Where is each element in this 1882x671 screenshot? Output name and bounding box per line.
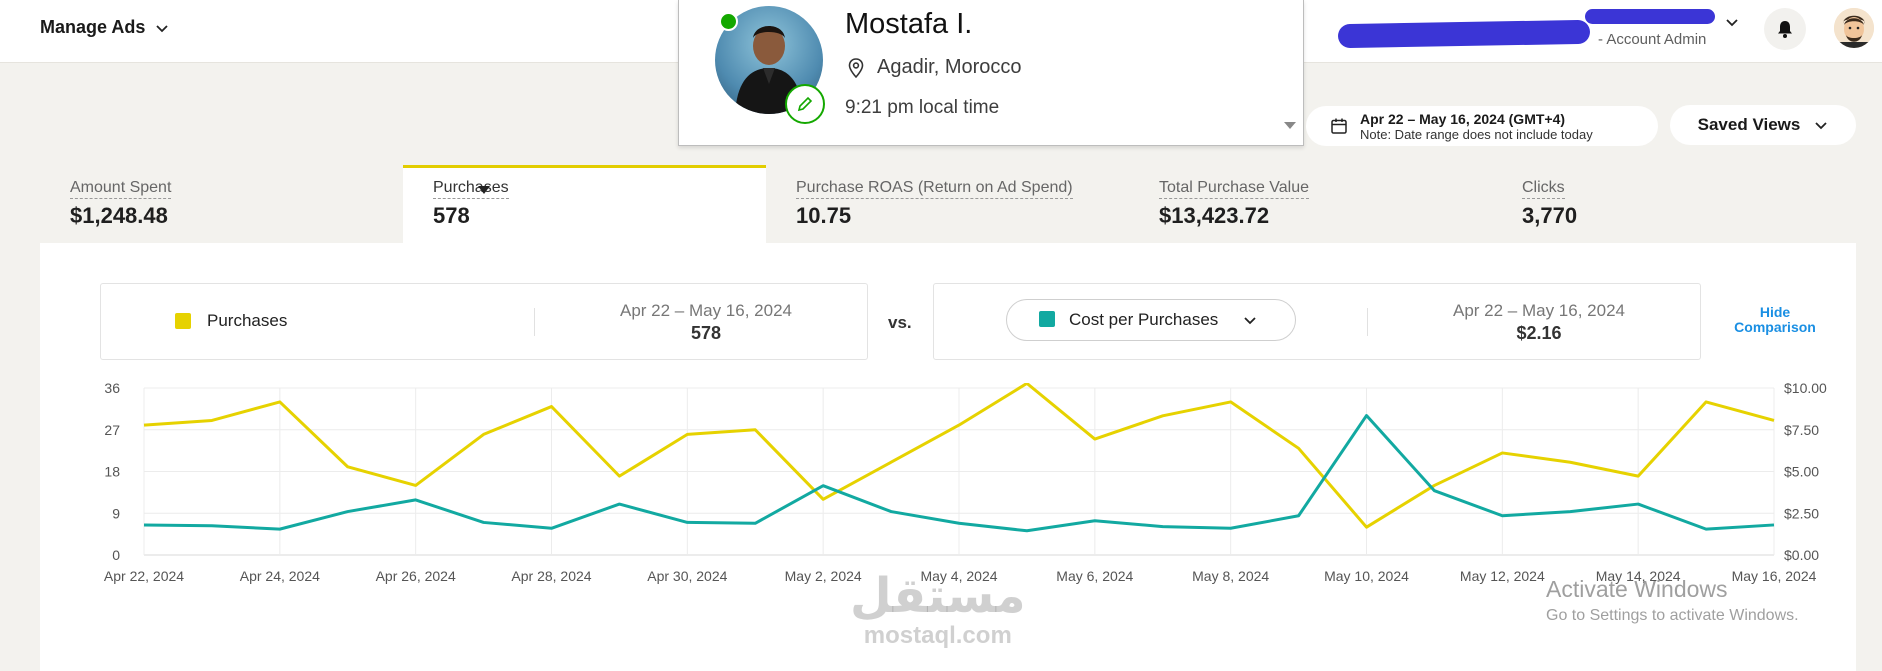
saved-views-button[interactable]: Saved Views xyxy=(1670,105,1856,145)
x-tick-label: Apr 24, 2024 xyxy=(240,568,320,584)
profile-location: Agadir, Morocco xyxy=(845,56,1022,79)
edit-profile-button[interactable] xyxy=(785,84,825,124)
activate-subtitle: Go to Settings to activate Windows. xyxy=(1546,607,1799,624)
metric-tab-total-purchase-value[interactable]: Total Purchase Value $13,423.72 xyxy=(1129,165,1492,243)
divider xyxy=(1367,308,1368,336)
comparison-primary-value: 578 xyxy=(690,323,722,343)
metric-label: Purchase ROAS (Return on Ad Spend) xyxy=(796,179,1073,199)
metric-value: $1,248.48 xyxy=(70,203,168,228)
watermark-arabic: مستقل xyxy=(850,568,1026,624)
metric-tab-amount-spent[interactable]: Amount Spent $1,248.48 xyxy=(40,165,403,243)
purchases-line-chart: 0 $0.00 9 $2.50 18 $5.00 27 $7.50 36 $10.00 Apr 22… xyxy=(104,383,1827,584)
comparison-secondary-value: $2.16 xyxy=(1516,323,1562,343)
avatar-face-icon xyxy=(1834,8,1874,48)
metric-tabs: Amount Spent $1,248.48 Purchases 578 Pur… xyxy=(40,165,1856,243)
comparison-primary-date: Apr 22 – May 16, 2024 xyxy=(619,301,792,320)
caret-down-icon[interactable] xyxy=(478,185,490,195)
manage-ads-label: Manage Ads xyxy=(40,17,146,37)
profile-local-time: 9:21 pm local time xyxy=(845,97,1000,118)
comparison-primary-metric: Purchases xyxy=(207,311,288,330)
profile-location-text: Agadir, Morocco xyxy=(877,56,1022,78)
x-tick-label: Apr 30, 2024 xyxy=(647,568,727,584)
y-left-tick-label: 0 xyxy=(112,547,120,563)
online-status-dot xyxy=(719,12,738,31)
metric-value: $13,423.72 xyxy=(1159,203,1270,228)
y-left-tick-label: 36 xyxy=(104,383,120,396)
metric-tab-purchase-roas[interactable]: Purchase ROAS (Return on Ad Spend) 10.75 xyxy=(766,165,1129,243)
manage-ads-menu[interactable]: Manage Ads xyxy=(40,17,169,38)
x-tick-label: Apr 28, 2024 xyxy=(511,568,591,584)
y-left-tick-label: 27 xyxy=(104,422,120,438)
y-left-tick-label: 18 xyxy=(104,464,120,480)
profile-name: Mostafa I. xyxy=(845,8,973,40)
y-right-tick-label: $7.50 xyxy=(1784,422,1819,438)
metric-label: Purchases xyxy=(433,179,509,199)
y-right-tick-label: $2.50 xyxy=(1784,505,1819,521)
comparison-primary: Purchases Apr 22 – May 16, 2024 578 xyxy=(100,283,868,360)
x-tick-label: May 8, 2024 xyxy=(1192,568,1269,584)
pencil-icon xyxy=(797,96,813,112)
x-tick-label: May 10, 2024 xyxy=(1324,568,1409,584)
metric-value: 578 xyxy=(433,203,470,228)
y-right-tick-label: $0.00 xyxy=(1784,547,1819,563)
comparison-secondary-metric: Cost per Purchases xyxy=(1069,310,1219,329)
x-tick-label: May 12, 2024 xyxy=(1460,568,1545,584)
comparison-secondary: Cost per Purchases Apr 22 – May 16, 2024… xyxy=(933,283,1701,360)
date-range-note: Note: Date range does not include today xyxy=(1360,127,1593,142)
account-chevron-down-icon[interactable] xyxy=(1725,15,1739,29)
x-tick-label: Apr 22, 2024 xyxy=(104,568,184,584)
freelancer-profile-card: Mostafa I. Agadir, Morocco 9:21 pm local… xyxy=(678,0,1304,146)
metric-label: Clicks xyxy=(1522,179,1565,199)
x-tick-label: May 14, 2024 xyxy=(1596,568,1681,584)
chart-panel: Purchases Apr 22 – May 16, 2024 578 vs. … xyxy=(40,243,1856,671)
x-tick-label: May 16, 2024 xyxy=(1732,568,1817,584)
metric-value: 10.75 xyxy=(796,203,852,228)
vs-label: vs. xyxy=(888,313,912,332)
calendar-icon xyxy=(1331,118,1347,134)
notifications-button[interactable] xyxy=(1764,8,1806,50)
watermark-latin: mostaql.com xyxy=(863,622,1012,649)
comparison-metric-select[interactable]: Cost per Purchases xyxy=(1006,299,1296,341)
purchases-swatch xyxy=(175,313,191,329)
date-range-picker[interactable]: Apr 22 – May 16, 2024 (GMT+4) Note: Date… xyxy=(1306,106,1658,146)
activate-windows-notice: Activate Windows Go to Settings to activ… xyxy=(1546,576,1799,625)
chevron-down-icon xyxy=(156,24,168,32)
chevron-down-icon xyxy=(1815,122,1827,130)
divider xyxy=(534,308,535,336)
cost-per-purchases-swatch xyxy=(1039,311,1055,327)
date-range-label: Apr 22 – May 16, 2024 (GMT+4) xyxy=(1360,111,1566,127)
mostaql-watermark: مستقل mostaql.com xyxy=(850,570,1026,650)
activate-title: Activate Windows xyxy=(1546,576,1728,602)
y-right-tick-label: $5.00 xyxy=(1784,464,1819,480)
saved-views-label: Saved Views xyxy=(1697,115,1801,134)
bell-icon xyxy=(1778,21,1792,38)
y-left-tick-label: 9 xyxy=(112,505,120,521)
x-tick-label: May 2, 2024 xyxy=(785,568,862,584)
user-avatar[interactable] xyxy=(1834,8,1874,48)
y-right-tick-label: $10.00 xyxy=(1784,383,1827,396)
location-pin-icon xyxy=(848,57,864,78)
hide-comparison-link[interactable]: Hide Comparison xyxy=(1734,304,1816,335)
redacted-account-name xyxy=(1585,9,1715,24)
chevron-down-icon xyxy=(1244,317,1256,325)
comparison-secondary-date: Apr 22 – May 16, 2024 xyxy=(1452,301,1625,320)
series-line-purchases xyxy=(143,383,1775,529)
metric-tab-purchases[interactable]: Purchases 578 xyxy=(403,165,766,243)
caret-down-icon xyxy=(1284,122,1296,129)
metric-label: Total Purchase Value xyxy=(1159,179,1310,199)
series-line-cost-per-purchases xyxy=(143,414,1775,533)
x-tick-label: Apr 26, 2024 xyxy=(376,568,456,584)
metric-value: 3,770 xyxy=(1522,203,1578,228)
metric-label: Amount Spent xyxy=(70,179,172,199)
x-tick-label: May 4, 2024 xyxy=(920,568,997,584)
redacted-account-scribble xyxy=(1337,19,1591,49)
account-role: - Account Admin xyxy=(1598,31,1707,48)
x-tick-label: May 6, 2024 xyxy=(1056,568,1133,584)
metric-tab-clicks[interactable]: Clicks 3,770 xyxy=(1492,165,1855,243)
